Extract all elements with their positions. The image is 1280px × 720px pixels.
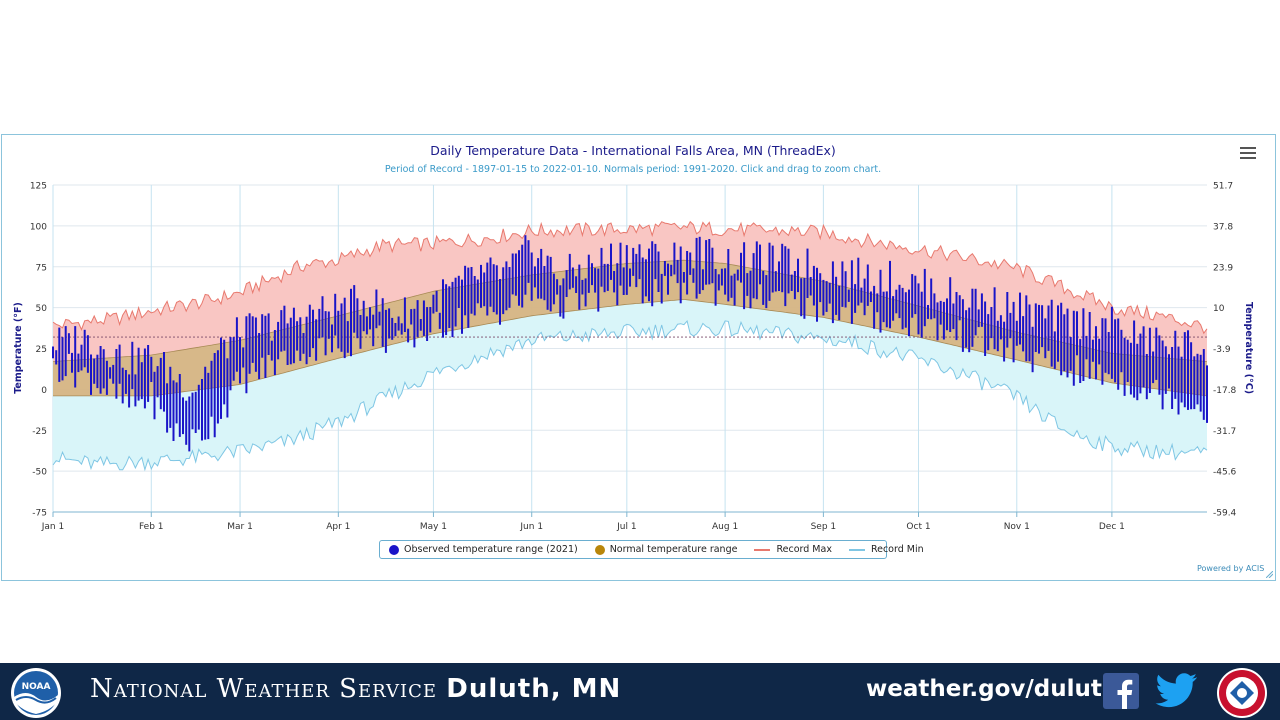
legend-label-record-min: Record Min — [870, 544, 924, 555]
legend-item-record-min[interactable]: Record Min — [848, 544, 924, 555]
y-tick-label: 100 — [30, 222, 47, 232]
legend-swatch-normal — [594, 544, 605, 555]
chart-title: Daily Temperature Data - International F… — [430, 143, 836, 158]
y-tick-label: -25 — [32, 427, 47, 437]
noaa-logo-icon: NOAA — [11, 668, 61, 718]
record-min-line — [52, 319, 1208, 472]
record-max-line — [52, 220, 1208, 335]
y-tick-label: -50 — [32, 468, 47, 478]
observed-bars — [52, 235, 1208, 452]
axes: 125 51.7 100 37.8 75 23.9 50 10 25 -3.9 0 -17.8 -25 -… — [30, 182, 1237, 533]
facebook-icon[interactable] — [1103, 673, 1139, 709]
y2-tick-label: -45.6 — [1213, 468, 1237, 478]
record-min-fill — [53, 299, 1207, 470]
banner-url-link[interactable]: weather.gov/duluth — [866, 676, 1119, 702]
x-tick-label: Jun 1 — [519, 522, 543, 532]
chart-legend: Observed temperature range (2021) Normal… — [379, 540, 924, 559]
y2-tick-label: -31.7 — [1213, 427, 1236, 437]
noaa-logo-text: NOAA — [22, 682, 51, 692]
banner-office: Duluth, MN — [446, 674, 622, 704]
credits-link[interactable]: Powered by ACIS — [1197, 564, 1265, 573]
x-tick-label: May 1 — [420, 522, 447, 532]
y2-tick-label: 10 — [1213, 304, 1225, 314]
y2-axis-label: Temperature (°C) — [1243, 302, 1254, 394]
legend-swatch-record-min — [848, 548, 865, 551]
y-tick-label: 50 — [36, 304, 48, 314]
legend-label-observed: Observed temperature range (2021) — [404, 544, 578, 555]
y-tick-label: -75 — [32, 509, 47, 519]
x-tick-label: Mar 1 — [227, 522, 253, 532]
range-areas — [52, 220, 1208, 472]
x-tick-label: Dec 1 — [1099, 522, 1125, 532]
legend-swatch-record-max — [754, 548, 771, 551]
chart-subtitle: Period of Record - 1897-01-15 to 2022-01… — [385, 164, 881, 175]
legend-label-normal: Normal temperature range — [609, 544, 738, 555]
resize-handle-icon[interactable] — [1266, 571, 1273, 578]
y2-tick-label: 37.8 — [1213, 222, 1233, 232]
x-tick-label: Jul 1 — [616, 522, 636, 532]
chart-menu-icon[interactable] — [1240, 147, 1256, 160]
y2-tick-label: -17.8 — [1213, 386, 1237, 396]
legend-swatch-observed — [389, 544, 399, 555]
legend-item-record-max[interactable]: Record Max — [754, 544, 832, 555]
twitter-icon[interactable] — [1155, 673, 1197, 709]
banner-title: National Weather Service Duluth, MN — [90, 674, 621, 704]
y2-tick-label: 23.9 — [1213, 263, 1233, 273]
x-tick-label: Jan 1 — [41, 522, 64, 532]
x-tick-label: Sep 1 — [811, 522, 837, 532]
temperature-chart[interactable]: 125 51.7 100 37.8 75 23.9 50 10 25 -3.9 0 -17.8 -25 -… — [0, 0, 1280, 600]
y2-tick-label: -3.9 — [1213, 345, 1231, 355]
normal-high-line — [52, 259, 1208, 362]
y2-tick-label: 51.7 — [1213, 182, 1233, 192]
x-tick-label: Apr 1 — [326, 522, 350, 532]
y-tick-label: 75 — [36, 263, 47, 273]
y-tick-label: 0 — [41, 386, 47, 396]
x-tick-label: Nov 1 — [1004, 522, 1030, 532]
banner-org: National Weather Service — [90, 674, 438, 704]
legend-item-normal[interactable]: Normal temperature range — [594, 544, 738, 555]
y-axis-label: Temperature (°F) — [13, 302, 24, 394]
nws-banner — [0, 663, 1280, 720]
x-tick-label: Feb 1 — [139, 522, 164, 532]
legend-item-observed[interactable]: Observed temperature range (2021) — [389, 544, 578, 555]
x-tick-label: Oct 1 — [906, 522, 930, 532]
x-tick-label: Aug 1 — [712, 522, 738, 532]
legend-label-record-max: Record Max — [776, 544, 832, 555]
normal-low-line — [53, 298, 1208, 397]
nws-logo-icon — [1217, 668, 1267, 718]
y2-tick-label: -59.4 — [1213, 509, 1237, 519]
record-max-fill — [53, 221, 1207, 362]
y-tick-label: 125 — [30, 182, 47, 192]
y-tick-label: 25 — [36, 345, 47, 355]
